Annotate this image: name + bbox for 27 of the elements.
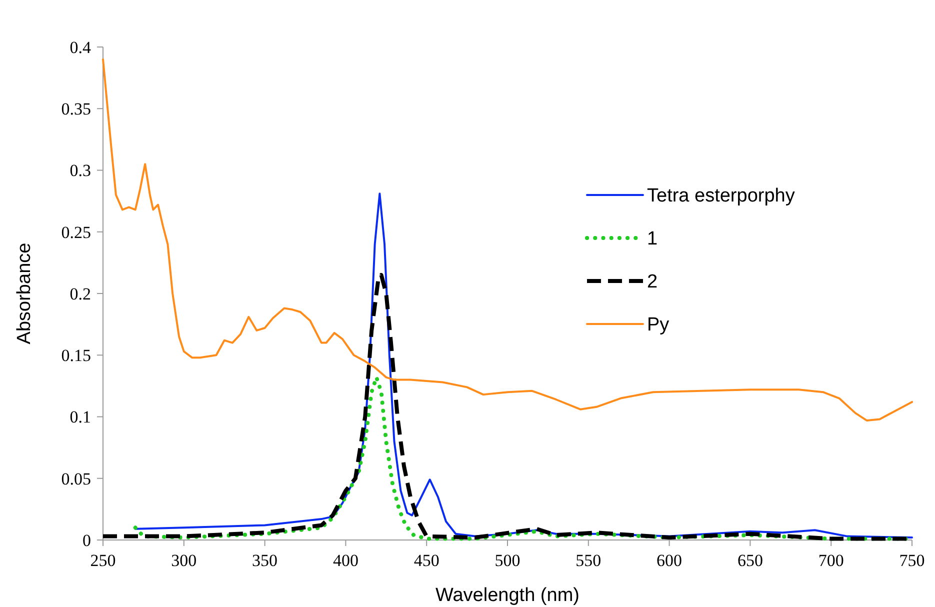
y-tick-label: 0.4 <box>70 38 92 57</box>
x-axis-title: Wavelength (nm) <box>436 585 580 606</box>
y-tick-label: 0 <box>82 530 91 550</box>
x-tick-label: 750 <box>899 551 925 570</box>
x-tick-label: 250 <box>90 551 116 570</box>
y-tick-label: 0.35 <box>61 100 91 119</box>
line-series <box>102 58 913 422</box>
y-tick-label: 0.05 <box>61 469 91 488</box>
legend-label: 2 <box>647 272 658 293</box>
x-tick-label: 500 <box>494 551 520 570</box>
x-tick-label: 650 <box>737 551 763 570</box>
x-tick-label: 550 <box>576 551 602 570</box>
y-tick-label: 0.1 <box>70 408 91 427</box>
y-tick-label: 0.3 <box>70 161 91 180</box>
x-tick-label: 700 <box>818 551 844 570</box>
x-tick-label: 350 <box>252 551 278 570</box>
legend-label: Py <box>647 314 670 336</box>
x-tick-label: 400 <box>332 551 358 570</box>
legend-label: Tetra esterporphy <box>647 186 796 207</box>
x-tick-label: 300 <box>171 551 197 570</box>
x-tick-label: 600 <box>656 551 682 570</box>
x-tick-label: 450 <box>414 551 440 570</box>
y-axis-title: Absorbance <box>14 242 35 344</box>
legend-label: 1 <box>647 228 658 250</box>
y-tick-label: 0.25 <box>61 222 91 242</box>
y-tick-label: 0.2 <box>70 284 91 304</box>
y-tick-label: 0.15 <box>61 346 91 366</box>
